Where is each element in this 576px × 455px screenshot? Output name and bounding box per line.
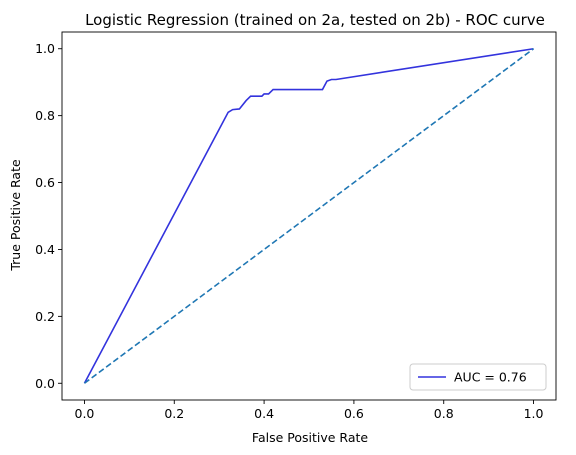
y-tick-label: 0.0 [35, 376, 55, 391]
y-tick-label: 0.4 [35, 242, 55, 257]
legend-label: AUC = 0.76 [454, 370, 527, 385]
legend-box [409, 363, 547, 391]
x-axis-label: False Positive Rate [252, 430, 368, 445]
axes-frame [61, 31, 557, 401]
x-tick-label: 0.2 [164, 406, 184, 421]
chart-title: Logistic Regression (trained on 2a, test… [85, 11, 545, 29]
x-tick-label: 0.0 [75, 406, 95, 421]
diagonal-reference-line [83, 48, 535, 384]
roc-curve-line [83, 47, 534, 384]
y-tick-label: 0.2 [35, 309, 55, 324]
y-tick-label: 1.0 [35, 41, 55, 56]
tick-group: 0.0 0.2 0.4 0.6 0.8 1.0 0.0 0.2 0.4 0.6 0.8 1.0 [35, 41, 543, 421]
legend: AUC = 0.76 [409, 363, 547, 391]
x-tick-label: 0.4 [254, 406, 274, 421]
y-axis-label: True Positive Rate [8, 159, 23, 272]
y-tick-label: 0.6 [35, 175, 55, 190]
x-tick-label: 0.8 [434, 406, 454, 421]
x-tick-label: 1.0 [524, 406, 544, 421]
y-tick-label: 0.8 [35, 108, 55, 123]
x-tick-label: 0.6 [344, 406, 364, 421]
plot-area [61, 31, 557, 401]
